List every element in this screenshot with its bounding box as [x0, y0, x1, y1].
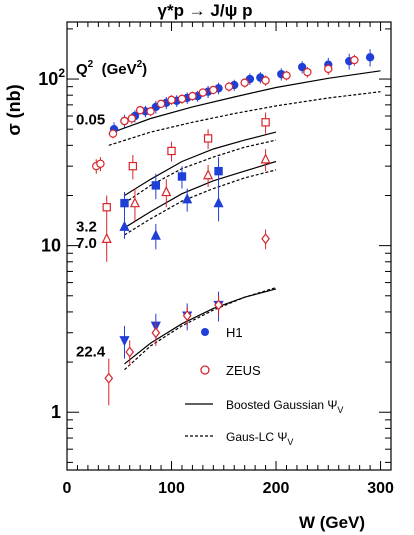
- zeus-point: [240, 78, 249, 87]
- boosted-gaussian-curve: [124, 160, 277, 229]
- x-axis-label: W (GeV): [299, 513, 365, 532]
- zeus-point: [224, 82, 234, 91]
- h1-point: [119, 220, 130, 231]
- h1-point: [150, 229, 161, 240]
- zeus-point: [156, 99, 166, 109]
- y-tick-label: 102: [38, 66, 65, 89]
- q2-bin-label: 22.4: [76, 343, 106, 360]
- zeus-point: [177, 94, 187, 104]
- h1-point: [214, 166, 223, 176]
- legend-zeus-label: ZEUS: [226, 363, 261, 378]
- zeus-point: [209, 85, 218, 95]
- zeus-point: [102, 203, 111, 212]
- boosted-gaussian-curve: [108, 70, 381, 135]
- zeus-point: [161, 186, 172, 197]
- y-tick-label: 10: [41, 236, 61, 256]
- axis-ticks: 0 100 200 300 1 10 102: [38, 22, 394, 497]
- chart-title: γ*p → J/ψ p: [158, 1, 253, 20]
- zeus-point: [101, 232, 112, 243]
- zeus-point: [96, 159, 105, 168]
- zeus-point: [151, 327, 161, 339]
- zeus-point: [324, 64, 333, 74]
- legend-dashed-label: Gaus-LC ΨV: [226, 430, 293, 447]
- x-tick-label: 200: [263, 480, 290, 497]
- zeus-point: [350, 55, 359, 65]
- zeus-point: [203, 134, 213, 143]
- zeus-point: [146, 107, 155, 116]
- zeus-point: [128, 161, 138, 171]
- h1-point: [120, 198, 129, 208]
- zeus-point: [129, 197, 141, 208]
- h1-point: [213, 197, 224, 208]
- zeus-point: [104, 372, 114, 384]
- zeus-point: [127, 114, 136, 123]
- zeus-point: [260, 153, 271, 164]
- h1-point: [365, 53, 375, 62]
- legend-h1-label: H1: [226, 325, 243, 340]
- zeus-point: [303, 67, 312, 77]
- h1-point: [119, 336, 130, 347]
- gaus-lc-curve: [124, 139, 277, 204]
- zeus-point: [261, 233, 270, 245]
- x-tick-label: 100: [158, 480, 185, 497]
- y-tick-label: 1: [51, 402, 61, 422]
- zeus-point: [188, 91, 197, 101]
- data-points: [92, 49, 375, 406]
- zeus-point: [167, 146, 176, 156]
- zeus-point: [125, 346, 135, 358]
- gaus-lc-curve: [124, 169, 277, 236]
- y-axis-label: σ (nb): [4, 84, 24, 135]
- legend: H1 ZEUS Boosted Gaussian ΨV Gaus-LC ΨV: [185, 325, 343, 447]
- h1-point: [177, 172, 187, 181]
- q2-header: Q2 (GeV2): [76, 59, 147, 78]
- plot-frame: [66, 21, 392, 471]
- legend-solid-label: Boosted Gaussian ΨV: [226, 398, 343, 415]
- zeus-point: [167, 95, 176, 105]
- zeus-point: [198, 88, 208, 97]
- h1-point: [182, 193, 193, 204]
- zeus-point: [261, 118, 270, 127]
- zeus-point: [261, 76, 270, 85]
- zeus-point: [203, 169, 214, 180]
- zeus-point: [135, 106, 145, 115]
- x-tick-label: 300: [367, 480, 394, 497]
- zeus-point: [282, 71, 291, 80]
- legend-zeus-marker: [200, 365, 210, 375]
- q2-bin-label: 3.2: [76, 219, 97, 236]
- zeus-point: [214, 299, 223, 311]
- gaus-lc-curve: [124, 287, 277, 371]
- zeus-point: [120, 116, 129, 126]
- q2-bin-labels: 0.05 3.27.0 22.4: [76, 111, 106, 360]
- h1-point: [151, 181, 161, 190]
- legend-h1-marker: [201, 328, 209, 336]
- zeus-point: [182, 310, 192, 322]
- q2-bin-label: 7.0: [76, 235, 97, 252]
- model-curves: [108, 70, 381, 371]
- boosted-gaussian-curve: [124, 131, 277, 197]
- q2-bin-label: 0.05: [76, 111, 105, 128]
- h1-point: [297, 62, 307, 72]
- zeus-point: [108, 129, 118, 138]
- x-tick-label: 0: [63, 480, 72, 497]
